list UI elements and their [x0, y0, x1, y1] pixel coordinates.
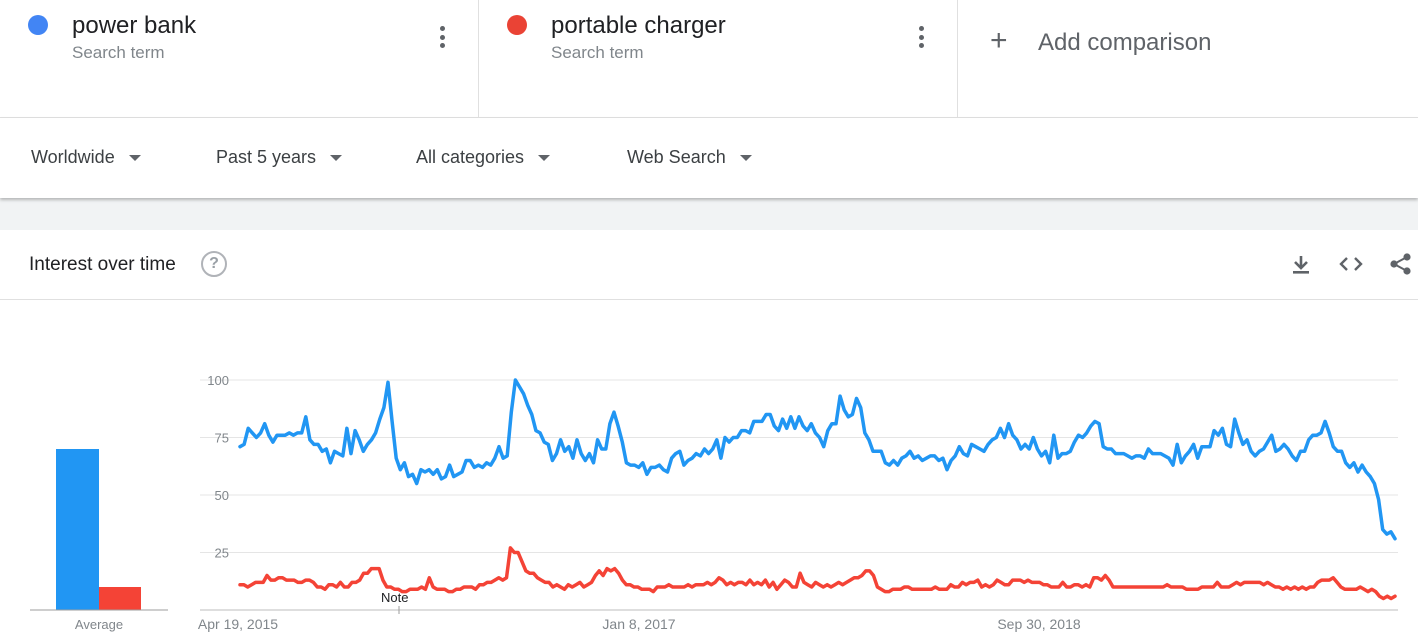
y-tick-label: 50	[215, 488, 229, 503]
dropdown-caret-icon	[739, 154, 752, 161]
y-tick-label: 75	[215, 431, 229, 446]
category-label: All categories	[416, 147, 525, 167]
series-line-portable-charger	[238, 546, 1397, 601]
period-label: Past 5 years	[216, 147, 317, 167]
dropdown-caret-icon	[330, 154, 343, 161]
share-icon[interactable]	[1387, 250, 1415, 278]
add-comparison-button[interactable]: + Add comparison	[958, 0, 1418, 118]
search-terms-bar: power bank Search term portable charger …	[0, 0, 1418, 118]
term-name: portable charger	[551, 12, 726, 39]
average-bar-portable-charger	[99, 587, 141, 610]
x-tick-label: Jan 8, 2017	[602, 616, 675, 632]
series-color-dot	[507, 15, 527, 35]
section-divider	[0, 198, 1418, 230]
term-type: Search term	[551, 43, 644, 62]
region-label: Worldwide	[31, 147, 115, 167]
more-vert-icon[interactable]	[911, 22, 931, 52]
average-bar-power-bank	[56, 449, 99, 610]
average-panel: Average	[30, 449, 168, 632]
card-title: Interest over time	[29, 254, 176, 275]
y-tick-label: 100	[207, 373, 229, 388]
y-axis-ticks: 25 50 75 100	[207, 373, 229, 561]
average-label: Average	[75, 617, 123, 632]
region-dropdown[interactable]: Worldwide	[31, 147, 141, 168]
y-tick-label: 25	[215, 546, 229, 561]
period-dropdown[interactable]: Past 5 years	[216, 147, 343, 168]
search-type-label: Web Search	[627, 147, 726, 167]
interest-over-time-card: Interest over time ? Average	[0, 230, 1418, 644]
series-color-dot	[28, 15, 48, 35]
add-comparison-label: Add comparison	[1038, 29, 1212, 56]
x-tick-label: Sep 30, 2018	[997, 616, 1081, 632]
add-icon: +	[990, 24, 1008, 57]
x-tick-label: Apr 19, 2015	[198, 616, 278, 632]
search-type-dropdown[interactable]: Web Search	[627, 147, 752, 168]
dropdown-caret-icon	[538, 154, 551, 161]
interest-chart: Average 25 50 75 100 Note Apr 19, 2015 Jan …	[30, 373, 1398, 632]
gridlines	[200, 379, 1398, 553]
series-line-power-bank	[238, 378, 1397, 541]
note-label[interactable]: Note	[381, 590, 408, 605]
dropdown-caret-icon	[128, 154, 141, 161]
term-name: power bank	[72, 12, 197, 39]
term-type: Search term	[72, 43, 165, 62]
category-dropdown[interactable]: All categories	[416, 147, 551, 168]
download-icon[interactable]	[1287, 250, 1315, 278]
term-portable-charger[interactable]: portable charger Search term	[479, 0, 958, 118]
filter-bar: Worldwide Past 5 years All categories We…	[0, 118, 1418, 198]
embed-icon[interactable]	[1337, 250, 1365, 278]
more-vert-icon[interactable]	[432, 22, 452, 52]
term-power-bank[interactable]: power bank Search term	[0, 0, 479, 118]
card-header: Interest over time ?	[0, 230, 1418, 300]
help-icon[interactable]: ?	[201, 251, 227, 277]
